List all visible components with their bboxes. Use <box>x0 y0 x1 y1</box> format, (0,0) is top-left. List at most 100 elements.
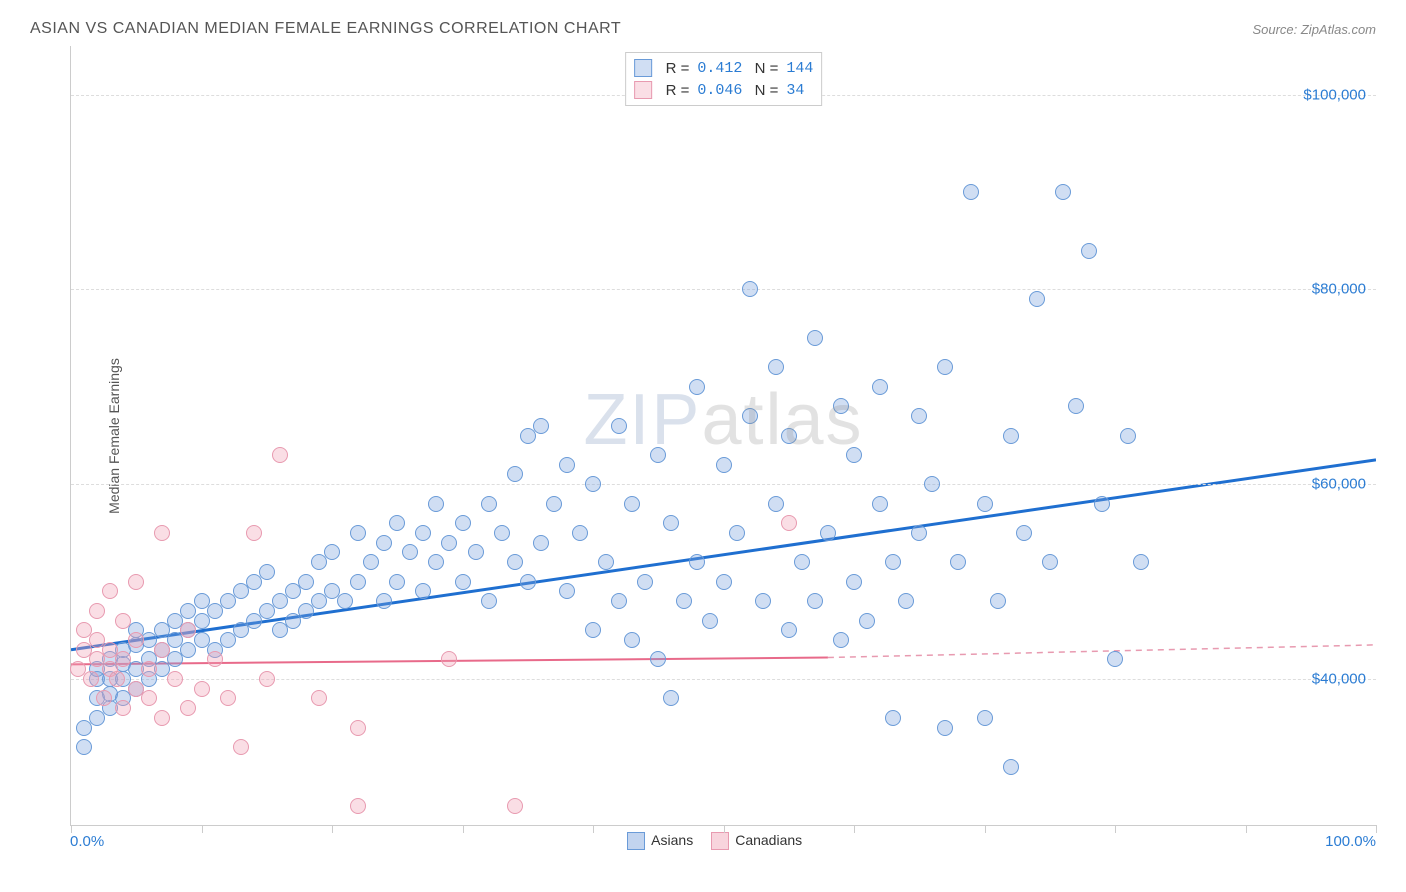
scatter-point-canadians <box>83 671 99 687</box>
legend-label-asians: Asians <box>651 832 693 848</box>
scatter-point-asians <box>585 476 601 492</box>
legend-label-canadians: Canadians <box>735 832 802 848</box>
y-tick-label: $80,000 <box>1312 281 1366 298</box>
scatter-point-asians <box>624 496 640 512</box>
scatter-point-asians <box>350 574 366 590</box>
scatter-point-asians <box>950 554 966 570</box>
scatter-point-canadians <box>272 447 288 463</box>
x-tick <box>724 825 725 833</box>
scatter-point-asians <box>663 690 679 706</box>
scatter-point-asians <box>676 593 692 609</box>
scatter-point-asians <box>1068 398 1084 414</box>
gridline <box>71 289 1376 290</box>
scatter-point-canadians <box>109 671 125 687</box>
watermark: ZIPatlas <box>583 379 863 461</box>
legend-swatch-asians <box>627 832 645 850</box>
scatter-point-asians <box>611 593 627 609</box>
scatter-point-asians <box>415 583 431 599</box>
watermark-zip: ZIP <box>583 380 701 460</box>
scatter-point-asians <box>963 184 979 200</box>
scatter-point-asians <box>924 476 940 492</box>
scatter-point-asians <box>977 710 993 726</box>
scatter-point-asians <box>1094 496 1110 512</box>
x-axis-min-label: 0.0% <box>70 833 104 850</box>
scatter-point-asians <box>298 574 314 590</box>
x-tick <box>1115 825 1116 833</box>
trend-line <box>71 460 1376 650</box>
trend-lines-layer <box>71 46 1376 825</box>
scatter-point-asians <box>689 554 705 570</box>
scatter-point-asians <box>716 574 732 590</box>
scatter-point-canadians <box>141 690 157 706</box>
scatter-point-asians <box>494 525 510 541</box>
scatter-point-asians <box>1003 428 1019 444</box>
scatter-point-asians <box>781 428 797 444</box>
scatter-point-asians <box>468 544 484 560</box>
x-tick <box>1376 825 1377 833</box>
scatter-point-asians <box>990 593 1006 609</box>
scatter-point-asians <box>663 515 679 531</box>
scatter-point-asians <box>781 622 797 638</box>
scatter-point-asians <box>1107 651 1123 667</box>
scatter-point-asians <box>585 622 601 638</box>
scatter-point-canadians <box>259 671 275 687</box>
scatter-point-asians <box>441 535 457 551</box>
scatter-point-asians <box>807 593 823 609</box>
chart-title: ASIAN VS CANADIAN MEDIAN FEMALE EARNINGS… <box>30 20 621 38</box>
scatter-point-asians <box>611 418 627 434</box>
scatter-point-asians <box>716 457 732 473</box>
scatter-point-asians <box>350 525 366 541</box>
scatter-point-canadians <box>350 798 366 814</box>
scatter-point-asians <box>794 554 810 570</box>
scatter-point-canadians <box>128 574 144 590</box>
x-tick <box>854 825 855 833</box>
scatter-point-canadians <box>180 700 196 716</box>
scatter-point-asians <box>598 554 614 570</box>
scatter-point-asians <box>481 496 497 512</box>
scatter-point-asians <box>885 710 901 726</box>
header-row: ASIAN VS CANADIAN MEDIAN FEMALE EARNINGS… <box>20 20 1386 46</box>
scatter-point-asians <box>1029 291 1045 307</box>
x-tick <box>463 825 464 833</box>
swatch-canadians <box>634 81 652 99</box>
y-tick-label: $60,000 <box>1312 476 1366 493</box>
scatter-point-canadians <box>102 583 118 599</box>
y-axis-label: Median Female Earnings <box>106 358 122 514</box>
scatter-point-canadians <box>220 690 236 706</box>
gridline <box>71 484 1376 485</box>
scatter-point-asians <box>507 554 523 570</box>
scatter-point-asians <box>1042 554 1058 570</box>
scatter-point-asians <box>389 515 405 531</box>
scatter-point-asians <box>689 379 705 395</box>
scatter-point-asians <box>520 574 536 590</box>
scatter-point-asians <box>76 739 92 755</box>
scatter-point-asians <box>376 535 392 551</box>
scatter-point-canadians <box>207 651 223 667</box>
scatter-point-asians <box>742 408 758 424</box>
scatter-point-asians <box>898 593 914 609</box>
scatter-point-asians <box>533 535 549 551</box>
scatter-point-canadians <box>115 651 131 667</box>
scatter-point-canadians <box>194 681 210 697</box>
scatter-point-asians <box>833 632 849 648</box>
scatter-point-asians <box>481 593 497 609</box>
y-tick-label: $40,000 <box>1312 670 1366 687</box>
scatter-point-asians <box>977 496 993 512</box>
stats-legend-box: R = 0.412 N = 144 R = 0.046 N = 34 <box>625 52 823 106</box>
scatter-point-asians <box>363 554 379 570</box>
scatter-point-asians <box>1055 184 1071 200</box>
x-tick <box>1246 825 1247 833</box>
scatter-point-asians <box>1003 759 1019 775</box>
scatter-point-asians <box>546 496 562 512</box>
scatter-point-canadians <box>115 700 131 716</box>
scatter-point-asians <box>428 496 444 512</box>
stat-n-canadians: 34 <box>786 82 804 99</box>
scatter-point-asians <box>872 496 888 512</box>
scatter-point-asians <box>1016 525 1032 541</box>
scatter-point-asians <box>911 408 927 424</box>
stats-row-canadians: R = 0.046 N = 34 <box>634 79 814 101</box>
x-tick <box>332 825 333 833</box>
legend-item-canadians: Canadians <box>711 832 802 850</box>
scatter-point-asians <box>833 398 849 414</box>
y-tick-label: $100,000 <box>1303 86 1366 103</box>
